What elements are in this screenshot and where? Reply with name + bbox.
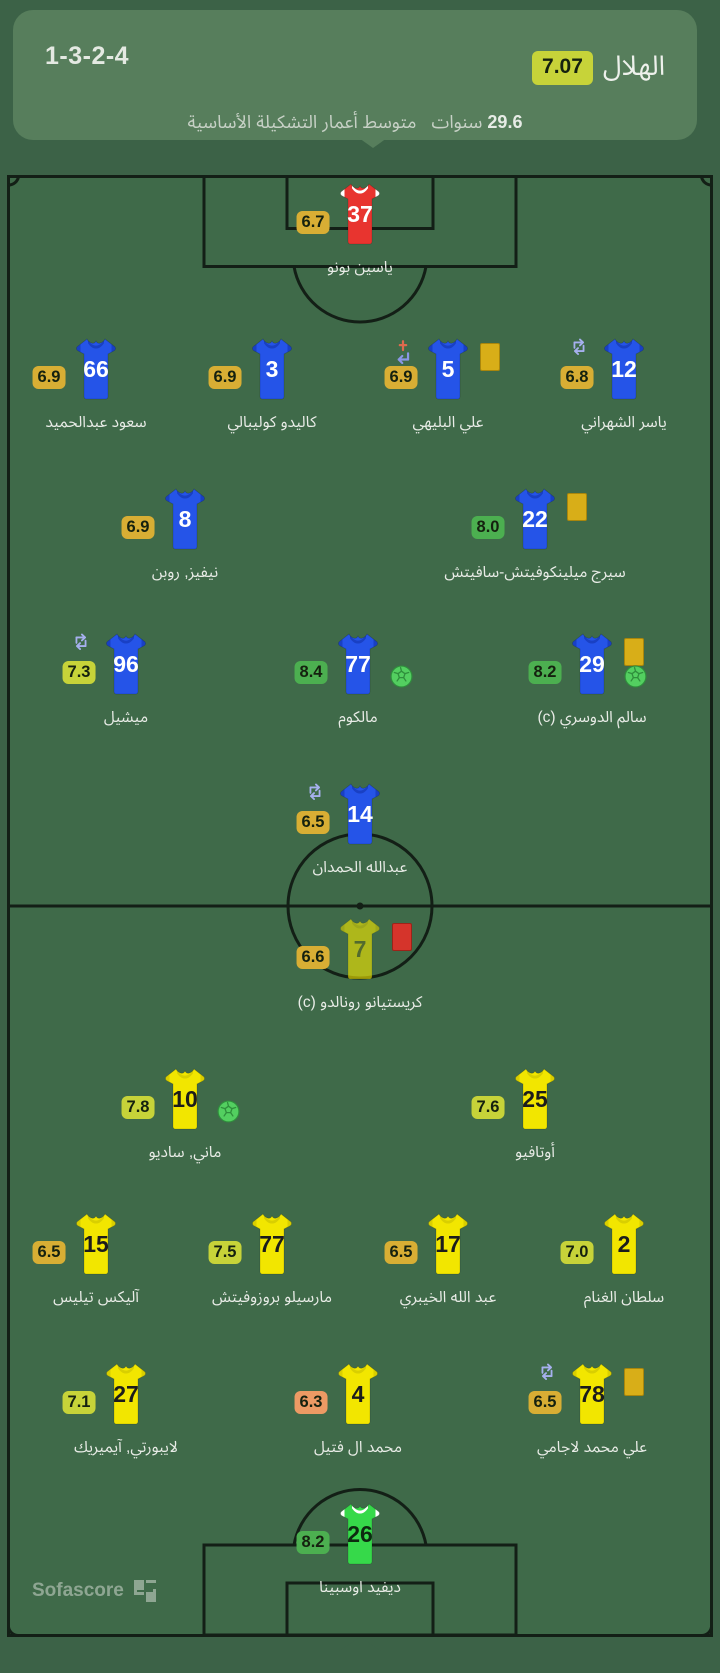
svg-text:37: 37	[347, 201, 373, 227]
svg-text:2: 2	[618, 1231, 631, 1257]
svg-text:29: 29	[579, 651, 605, 677]
svg-text:3: 3	[266, 356, 279, 382]
svg-text:25: 25	[522, 1086, 548, 1112]
svg-text:27: 27	[113, 1381, 139, 1407]
svg-text:26: 26	[347, 1521, 373, 1547]
svg-text:12: 12	[611, 356, 637, 382]
svg-text:10: 10	[172, 1086, 198, 1112]
svg-text:66: 66	[83, 356, 109, 382]
svg-text:78: 78	[579, 1381, 605, 1407]
svg-text:15: 15	[83, 1231, 109, 1257]
svg-text:4: 4	[352, 1381, 365, 1407]
svg-text:22: 22	[522, 506, 548, 532]
svg-text:5: 5	[442, 356, 455, 382]
svg-text:17: 17	[435, 1231, 461, 1257]
svg-text:8: 8	[179, 506, 192, 532]
svg-text:7: 7	[354, 936, 367, 962]
svg-text:96: 96	[113, 651, 139, 677]
svg-text:77: 77	[345, 651, 371, 677]
svg-text:77: 77	[259, 1231, 285, 1257]
svg-text:14: 14	[347, 801, 373, 827]
